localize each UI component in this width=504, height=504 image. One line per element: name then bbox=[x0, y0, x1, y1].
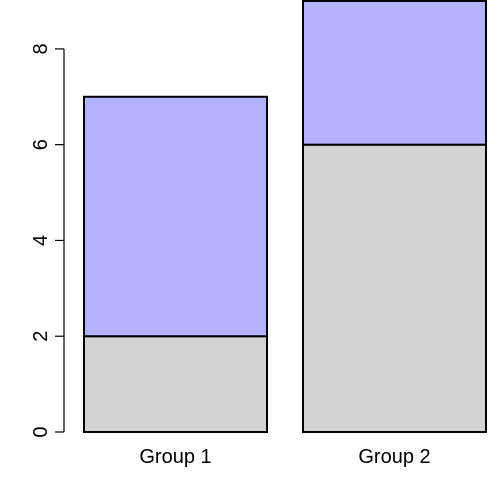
x-label-group: Group 1 Group 2 bbox=[139, 446, 430, 468]
bar-segment-2-1 bbox=[302, 143, 487, 434]
x-category-label: Group 2 bbox=[358, 446, 430, 468]
bars-group bbox=[83, 0, 487, 434]
bar-segment-1-1 bbox=[83, 335, 268, 434]
y-tick-group: 0 2 4 6 8 bbox=[30, 43, 64, 438]
y-tick-label: 4 bbox=[30, 235, 52, 246]
bar-segment-1-2 bbox=[83, 95, 268, 338]
x-category-label: Group 1 bbox=[139, 446, 211, 468]
y-tick-label: 0 bbox=[30, 426, 52, 437]
y-tick-label: 2 bbox=[30, 331, 52, 342]
y-tick-label: 8 bbox=[30, 43, 52, 54]
bar-segment-2-2 bbox=[302, 0, 487, 146]
y-tick-label: 6 bbox=[30, 139, 52, 150]
